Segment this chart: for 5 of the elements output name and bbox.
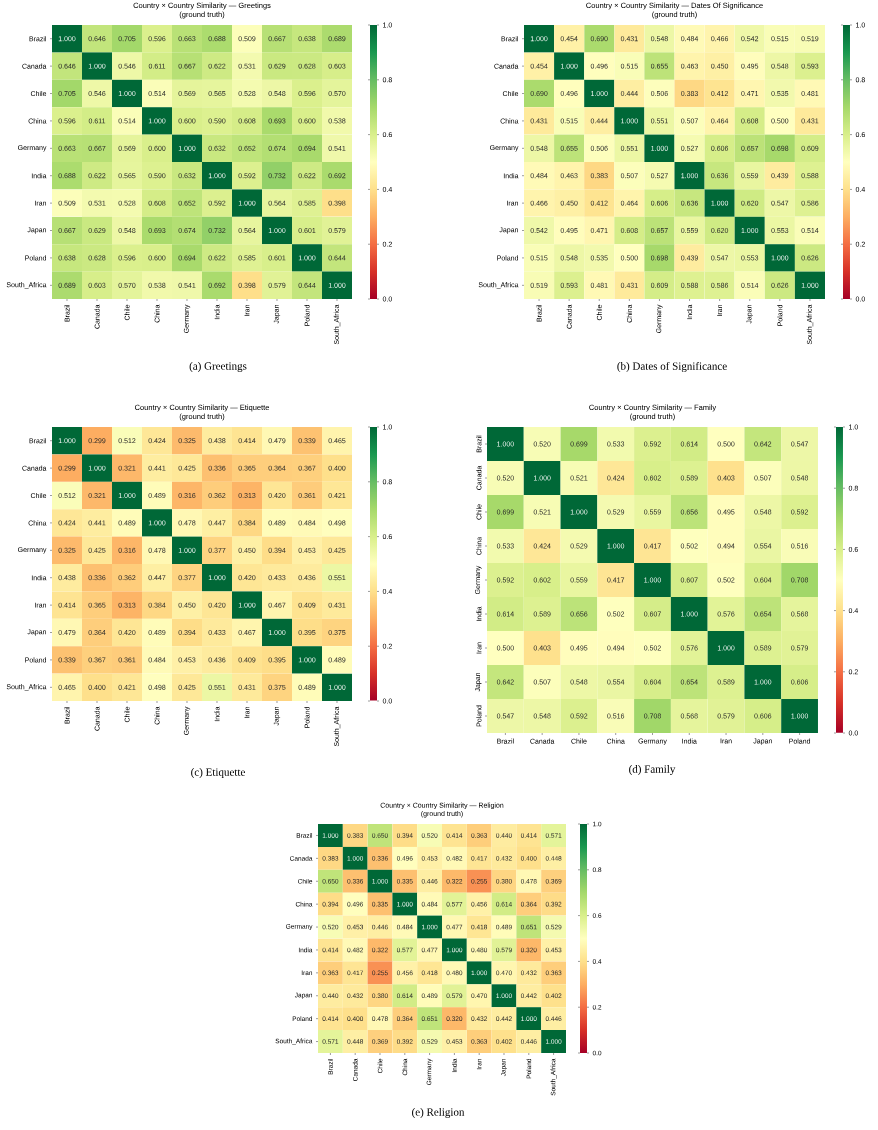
- text: (d) Family: [629, 765, 676, 776]
- text: (e) Religion: [412, 1108, 465, 1118]
- text: (c) Etiquette: [191, 768, 245, 778]
- text: (a) Greetings: [189, 362, 247, 373]
- text: (b) Dates of Significance: [617, 361, 727, 373]
